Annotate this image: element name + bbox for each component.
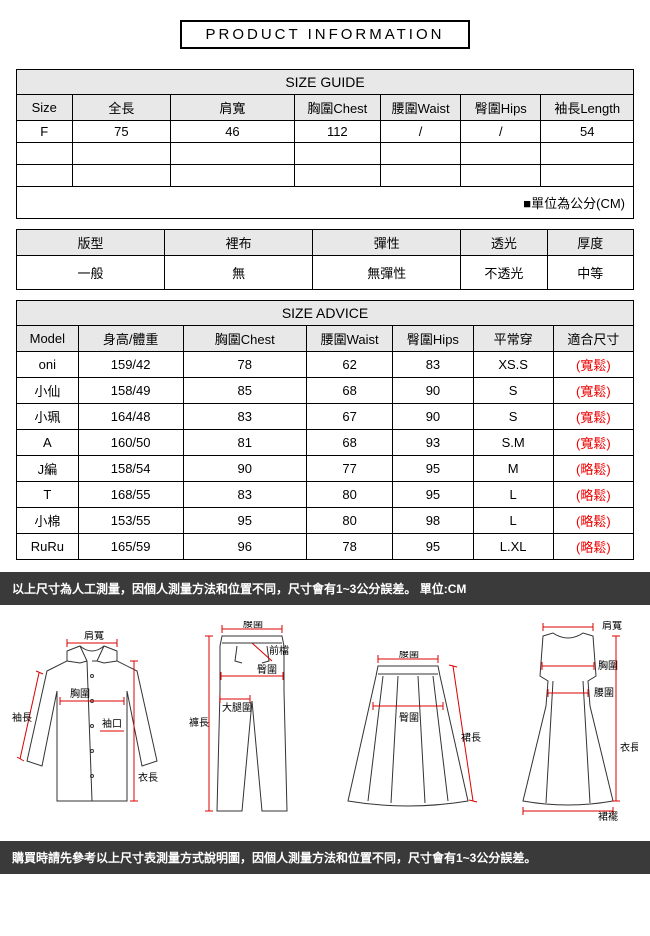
col-shoulder: 肩寬 bbox=[171, 95, 294, 121]
table-row bbox=[17, 165, 634, 187]
col-chest: 胸圍Chest bbox=[294, 95, 380, 121]
pants-diagram: 腰圍 前檔 臀圍 大腿圍 褲長 bbox=[187, 621, 317, 821]
table-row: oni159/42786283XS.S(寬鬆) bbox=[17, 352, 634, 378]
col-size: Size bbox=[17, 95, 73, 121]
col-thick: 厚度 bbox=[547, 230, 633, 256]
unit-note: ■單位為公分(CM) bbox=[17, 187, 634, 219]
svg-text:腰圍: 腰圍 bbox=[243, 621, 263, 630]
fit-cell: (略鬆) bbox=[553, 534, 633, 560]
col-hw: 身高/體重 bbox=[78, 326, 183, 352]
shirt-diagram: 肩寬 胸圍 袖長 衣長 袖口 bbox=[12, 631, 172, 821]
svg-text:臀圍: 臀圍 bbox=[257, 664, 277, 676]
svg-text:腰圍: 腰圍 bbox=[594, 687, 614, 699]
col-elastic: 彈性 bbox=[313, 230, 461, 256]
size-guide-table: SIZE GUIDE Size 全長 肩寬 胸圍Chest 腰圍Waist 臀圍… bbox=[16, 69, 634, 219]
col-model: Model bbox=[17, 326, 79, 352]
col-fit: 適合尺寸 bbox=[553, 326, 633, 352]
table-row: A160/50816893S.M(寬鬆) bbox=[17, 430, 634, 456]
table-row: 小仙158/49856890S(寬鬆) bbox=[17, 378, 634, 404]
skirt-diagram: 腰圍 臀圍 裙長 bbox=[333, 651, 483, 821]
attributes-table: 版型 裡布 彈性 透光 厚度 一般 無 無彈性 不透光 中等 bbox=[16, 229, 634, 290]
table-row: F 75 46 112 / / 54 bbox=[17, 121, 634, 143]
table-row: J編158/54907795M(略鬆) bbox=[17, 456, 634, 482]
table-row bbox=[17, 143, 634, 165]
svg-text:前檔: 前檔 bbox=[269, 644, 289, 657]
table-row: 小棉153/55958098L(略鬆) bbox=[17, 508, 634, 534]
svg-text:袖長: 袖長 bbox=[12, 711, 32, 724]
svg-text:褲長: 褲長 bbox=[189, 716, 209, 729]
svg-text:肩寬: 肩寬 bbox=[602, 621, 622, 632]
fit-cell: (寬鬆) bbox=[553, 352, 633, 378]
fit-cell: (略鬆) bbox=[553, 482, 633, 508]
svg-text:衣長: 衣長 bbox=[620, 741, 638, 754]
svg-text:大腿圍: 大腿圍 bbox=[222, 701, 252, 714]
svg-text:袖口: 袖口 bbox=[102, 717, 122, 730]
col-length: 全長 bbox=[72, 95, 171, 121]
fit-cell: (寬鬆) bbox=[553, 430, 633, 456]
col-chest2: 胸圍Chest bbox=[183, 326, 306, 352]
col-usual: 平常穿 bbox=[473, 326, 553, 352]
svg-text:腰圍: 腰圍 bbox=[399, 651, 419, 660]
col-pattern: 版型 bbox=[17, 230, 165, 256]
fit-cell: (略鬆) bbox=[553, 456, 633, 482]
fit-cell: (寬鬆) bbox=[553, 378, 633, 404]
svg-text:衣長: 衣長 bbox=[138, 771, 158, 784]
col-sleeve: 袖長Length bbox=[541, 95, 634, 121]
table-row: T168/55838095L(略鬆) bbox=[17, 482, 634, 508]
svg-text:裙長: 裙長 bbox=[461, 731, 481, 744]
col-lining: 裡布 bbox=[165, 230, 313, 256]
col-hips2: 臀圍Hips bbox=[393, 326, 473, 352]
dress-diagram: 肩寬 胸圍 腰圍 衣長 裙襬 bbox=[498, 621, 638, 821]
col-waist2: 腰圍Waist bbox=[306, 326, 392, 352]
table-row: 一般 無 無彈性 不透光 中等 bbox=[17, 256, 634, 290]
col-sheer: 透光 bbox=[461, 230, 547, 256]
svg-text:臀圍: 臀圍 bbox=[399, 712, 419, 724]
size-advice-table: SIZE ADVICE Model 身高/體重 胸圍Chest 腰圍Waist … bbox=[16, 300, 634, 560]
svg-text:裙襬: 裙襬 bbox=[598, 810, 618, 821]
svg-text:肩寬: 肩寬 bbox=[84, 631, 104, 642]
measurement-note-1: 以上尺寸為人工測量，因個人測量方法和位置不同，尺寸會有1~3公分誤差。 單位:C… bbox=[0, 572, 650, 605]
measurement-note-2: 購買時請先參考以上尺寸表測量方式說明圖，因個人測量方法和位置不同，尺寸會有1~3… bbox=[0, 841, 650, 874]
fit-cell: (寬鬆) bbox=[553, 404, 633, 430]
table-row: RuRu165/59967895L.XL(略鬆) bbox=[17, 534, 634, 560]
size-guide-header: SIZE GUIDE bbox=[17, 70, 634, 95]
col-waist: 腰圍Waist bbox=[381, 95, 461, 121]
svg-text:胸圍: 胸圍 bbox=[70, 687, 90, 700]
svg-text:胸圍: 胸圍 bbox=[598, 659, 618, 672]
product-info-title: PRODUCT INFORMATION bbox=[180, 20, 471, 49]
table-row: 小珮164/48836790S(寬鬆) bbox=[17, 404, 634, 430]
size-advice-header: SIZE ADVICE bbox=[17, 301, 634, 326]
measurement-diagrams: 肩寬 胸圍 袖長 衣長 袖口 腰圍 前檔 臀圍 大腿圍 褲長 腰圍 臀圍 裙長 bbox=[0, 605, 650, 841]
col-hips: 臀圍Hips bbox=[461, 95, 541, 121]
fit-cell: (略鬆) bbox=[553, 508, 633, 534]
